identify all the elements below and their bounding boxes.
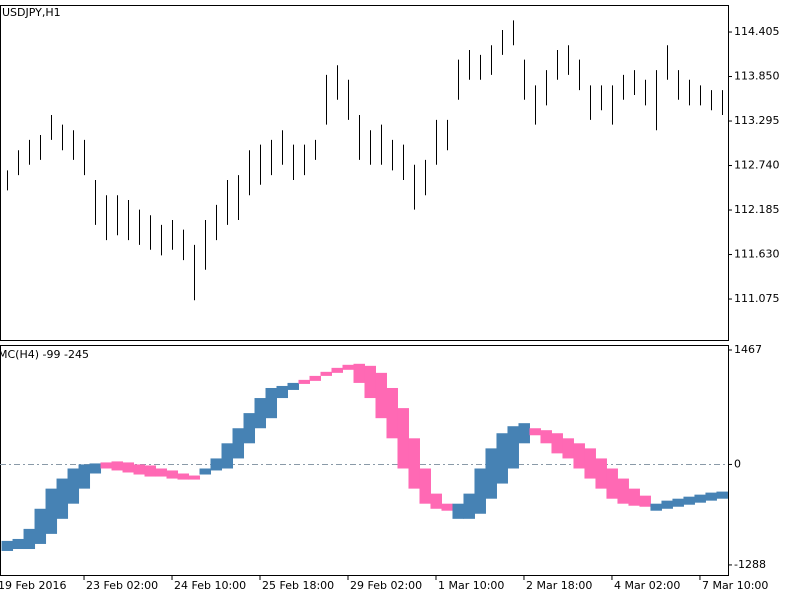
band-segment	[496, 433, 508, 484]
band-segment	[144, 465, 157, 477]
indicator-title: MC(H4) -99 -245	[0, 348, 89, 361]
x-tick-label: 7 Mar 10:00	[702, 579, 768, 592]
band-segment	[100, 462, 113, 469]
band-segment	[342, 364, 354, 370]
band-segment	[562, 438, 574, 459]
band-segment	[265, 387, 278, 419]
band-segment	[463, 493, 475, 519]
band-segment	[419, 468, 431, 504]
band-segment	[210, 458, 223, 471]
band-segment	[452, 503, 464, 519]
y-tick-label: 111.630	[734, 248, 780, 261]
band-segment	[56, 478, 69, 519]
band-segment	[694, 494, 706, 503]
band-segment	[408, 438, 420, 489]
band-segment	[540, 430, 552, 444]
band-segment	[331, 367, 343, 373]
band-segment	[254, 398, 267, 429]
band-segment	[518, 423, 530, 444]
band-segment	[166, 470, 179, 479]
band-segment	[529, 428, 541, 436]
y-tick-label: 1467	[734, 343, 762, 356]
band-segment	[111, 461, 124, 471]
band-segment	[573, 443, 585, 469]
band-segment	[661, 500, 673, 509]
y-tick-label: -1288	[734, 558, 766, 571]
band-segment	[672, 498, 684, 507]
band-segment	[1, 540, 14, 551]
band-segment	[474, 468, 486, 514]
x-tick-label: 25 Feb 18:00	[262, 579, 334, 592]
band-segment	[397, 408, 409, 469]
band-segment	[243, 413, 256, 444]
x-tick-label: 1 Mar 10:00	[438, 579, 504, 592]
band-segment	[716, 491, 728, 499]
band-segment	[364, 365, 376, 399]
band-segment	[287, 382, 300, 390]
band-segment	[155, 468, 168, 477]
band-segment	[89, 463, 102, 474]
band-segment	[221, 443, 234, 469]
band-segment	[34, 508, 47, 544]
band-segment	[45, 488, 58, 534]
band-segment	[485, 448, 497, 499]
band-segment	[628, 488, 640, 506]
x-tick-label: 29 Feb 02:00	[350, 579, 422, 592]
band-segment	[606, 468, 618, 499]
y-tick-label: 112.740	[734, 159, 780, 172]
band-segment	[133, 464, 146, 475]
band-segment	[705, 492, 717, 501]
band-segment	[12, 538, 25, 550]
price-pane	[0, 5, 729, 341]
x-tick-label: 19 Feb 2016	[0, 579, 67, 592]
band-segment	[122, 462, 135, 473]
band-segment	[551, 433, 563, 454]
band-segment	[507, 426, 519, 469]
band-segment	[683, 496, 695, 505]
band-segment	[320, 371, 332, 376]
y-tick-label: 114.405	[734, 25, 780, 38]
band-segment	[639, 495, 651, 507]
price-title: USDJPY,H1	[2, 6, 61, 19]
band-segment	[375, 372, 387, 419]
band-segment	[298, 379, 311, 384]
band-segment	[78, 464, 91, 489]
band-segment	[309, 375, 322, 381]
band-segment	[441, 503, 453, 511]
band-segment	[23, 528, 36, 550]
band-segment	[386, 387, 398, 439]
band-segment	[276, 385, 289, 399]
x-tick-label: 2 Mar 18:00	[526, 579, 592, 592]
band-segment	[353, 363, 365, 383]
y-tick-label: 112.185	[734, 203, 780, 216]
band-segment	[232, 428, 245, 459]
x-tick-label: 24 Feb 10:00	[174, 579, 246, 592]
y-tick-label: 113.295	[734, 114, 780, 127]
band-segment	[177, 473, 190, 480]
band-segment	[617, 478, 629, 504]
band-segment	[650, 503, 662, 511]
x-tick-label: 23 Feb 02:00	[86, 579, 158, 592]
y-tick-label: 113.850	[734, 70, 780, 83]
band-segment	[584, 448, 596, 479]
band-segment	[188, 475, 201, 480]
band-segment	[67, 468, 80, 504]
band-segment	[430, 493, 442, 509]
band-segment	[199, 468, 212, 475]
y-tick-label: 111.075	[734, 292, 780, 305]
x-tick-label: 4 Mar 02:00	[614, 579, 680, 592]
indicator-pane	[0, 345, 729, 576]
band-segment	[595, 458, 607, 489]
y-tick-label: 0	[734, 457, 741, 470]
